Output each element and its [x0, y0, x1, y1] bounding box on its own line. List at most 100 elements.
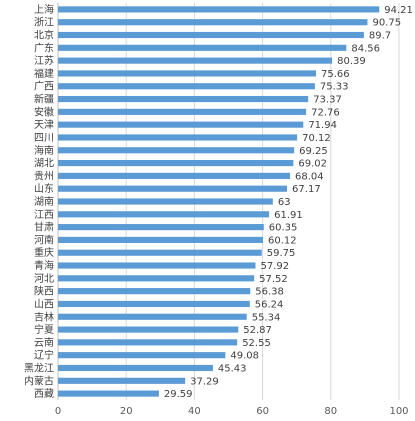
x-tick-label: 80	[324, 406, 337, 417]
category-label: 北京	[34, 29, 54, 42]
value-label: 68.04	[295, 171, 324, 182]
x-tick-label: 0	[55, 406, 61, 417]
category-label: 新疆	[34, 93, 54, 106]
category-label: 湖南	[34, 195, 54, 208]
bar	[58, 57, 333, 64]
value-label: 70.12	[302, 133, 331, 144]
x-tick-label: 40	[188, 406, 201, 417]
bar	[58, 108, 307, 115]
category-label: 甘肃	[34, 221, 54, 234]
category-label: 天津	[34, 119, 54, 131]
value-labels: 94.2190.7589.784.5680.3975.6675.3373.377…	[164, 5, 413, 400]
bar	[58, 300, 250, 308]
value-label: 89.7	[369, 31, 391, 42]
value-label: 72.76	[311, 107, 340, 118]
bar	[58, 224, 264, 231]
category-label: 辽宁	[34, 349, 54, 362]
category-label: 内蒙古	[24, 374, 54, 387]
value-label: 56.38	[255, 287, 284, 298]
category-label: 江苏	[34, 54, 54, 67]
category-label: 山东	[34, 182, 54, 195]
value-label: 29.59	[164, 389, 193, 400]
bar	[58, 19, 368, 26]
category-label: 云南	[34, 336, 54, 349]
category-label: 海南	[34, 144, 54, 157]
x-tick-label: 100	[389, 406, 408, 417]
category-label: 宁夏	[34, 323, 54, 336]
value-label: 61.91	[274, 210, 303, 221]
bar	[58, 31, 364, 39]
category-label: 贵州	[34, 169, 54, 182]
bar	[58, 313, 247, 320]
category-label: 安徽	[34, 105, 54, 118]
category-label: 河北	[34, 273, 54, 285]
value-label: 84.56	[351, 43, 380, 54]
value-label: 73.37	[313, 95, 342, 106]
bar	[58, 185, 288, 192]
bar	[58, 326, 239, 333]
bar	[58, 288, 251, 295]
bar	[58, 339, 238, 346]
bar	[58, 262, 256, 269]
bar	[58, 364, 213, 372]
category-label: 山西	[34, 298, 54, 310]
category-label: 黑龙江	[24, 361, 54, 374]
value-label: 80.39	[337, 56, 366, 67]
category-label: 浙江	[34, 17, 54, 29]
category-label: 河南	[34, 233, 54, 246]
bar	[58, 6, 380, 13]
category-label: 西藏	[34, 388, 54, 400]
value-label: 75.33	[320, 82, 349, 93]
category-labels: 上海浙江北京广东江苏福建广西新疆安徽天津四川海南湖北贵州山东湖南江西甘肃河南重庆…	[24, 3, 54, 400]
value-label: 63	[278, 197, 291, 208]
x-tick-label: 20	[120, 406, 133, 417]
value-label: 69.02	[298, 159, 327, 170]
bar	[58, 95, 309, 103]
bar	[58, 147, 295, 154]
value-label: 60.12	[268, 235, 297, 246]
category-label: 福建	[34, 67, 54, 80]
value-label: 37.29	[190, 376, 219, 387]
category-label: 重庆	[34, 246, 54, 259]
bar	[58, 160, 294, 167]
category-label: 江西	[34, 209, 54, 221]
category-label: 陕西	[34, 285, 54, 298]
category-label: 四川	[34, 133, 54, 144]
value-label: 94.21	[384, 5, 413, 16]
bar	[58, 44, 347, 51]
value-label: 59.75	[267, 248, 296, 259]
x-tick-label: 60	[256, 406, 269, 417]
value-label: 75.66	[321, 69, 350, 80]
bar	[58, 275, 255, 282]
value-label: 56.24	[255, 299, 284, 310]
bar	[58, 83, 315, 90]
value-label: 90.75	[372, 18, 401, 29]
bar	[58, 198, 273, 205]
bar	[58, 249, 262, 256]
bar	[58, 172, 291, 179]
bar	[58, 377, 186, 384]
bars	[58, 6, 380, 397]
value-label: 69.25	[299, 146, 328, 157]
value-label: 71.94	[308, 120, 337, 131]
category-label: 湖北	[34, 158, 54, 170]
value-label: 52.55	[242, 338, 271, 349]
bar	[58, 70, 317, 77]
bar	[58, 121, 304, 128]
category-label: 广东	[34, 41, 54, 54]
value-label: 55.34	[252, 312, 281, 323]
value-label: 57.92	[261, 261, 290, 272]
value-label: 60.35	[269, 223, 298, 234]
bar	[58, 236, 264, 243]
category-label: 吉林	[34, 310, 54, 323]
category-label: 上海	[34, 3, 54, 16]
bar	[58, 352, 226, 359]
value-label: 45.43	[218, 363, 247, 374]
category-label: 青海	[34, 259, 54, 272]
x-tick-labels: 0 20 40 60 80 100	[55, 406, 409, 417]
bar	[58, 134, 298, 141]
value-label: 57.52	[259, 274, 288, 285]
value-label: 49.08	[230, 351, 259, 362]
value-label: 67.17	[292, 184, 321, 195]
